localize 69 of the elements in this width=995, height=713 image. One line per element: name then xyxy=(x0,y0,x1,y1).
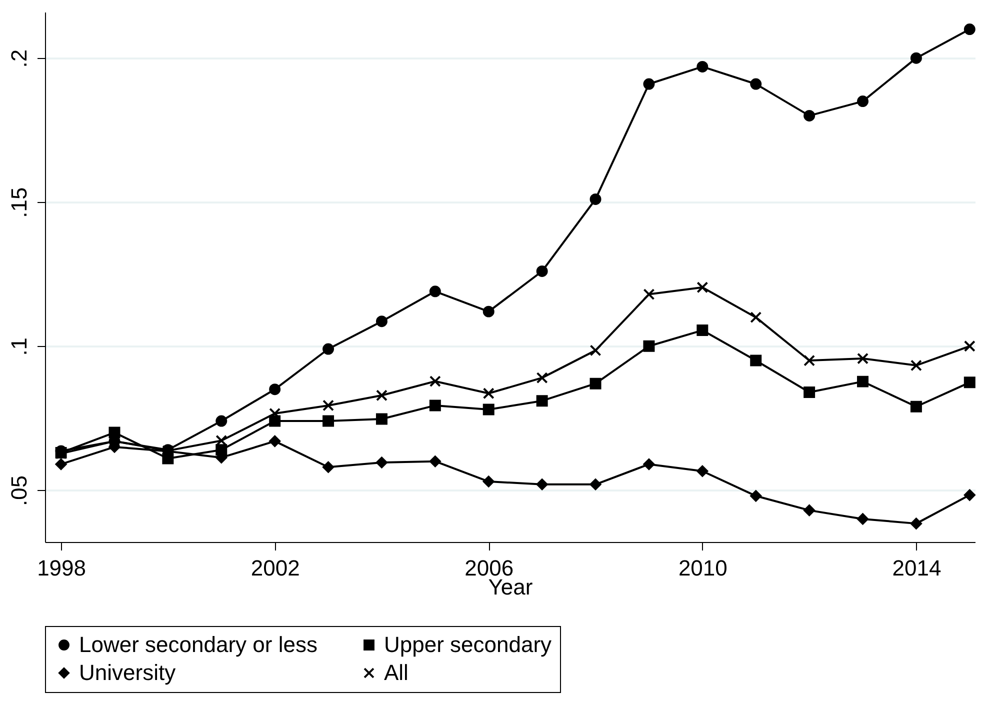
point xyxy=(964,376,976,388)
y-tick-label: .1 xyxy=(6,337,32,356)
legend-label: University xyxy=(79,660,176,685)
point xyxy=(910,518,922,530)
y-tick-label: .05 xyxy=(6,475,32,506)
point xyxy=(964,489,976,501)
point xyxy=(482,476,494,488)
legend-label: All xyxy=(384,660,408,685)
point xyxy=(429,400,441,412)
point xyxy=(536,478,548,490)
point xyxy=(590,193,602,205)
x-tick-label: 1998 xyxy=(37,556,86,580)
point xyxy=(55,458,67,470)
point xyxy=(910,52,922,64)
point xyxy=(269,384,281,396)
point xyxy=(696,324,708,336)
point xyxy=(590,344,602,356)
x-tick-label: 2002 xyxy=(250,556,300,580)
point xyxy=(322,415,334,427)
point xyxy=(322,461,334,473)
point xyxy=(536,395,548,407)
point xyxy=(482,388,494,400)
point xyxy=(910,400,922,412)
point xyxy=(750,354,762,366)
point xyxy=(322,343,334,355)
point xyxy=(536,266,548,277)
point xyxy=(857,376,869,388)
x-tick-label: 2010 xyxy=(678,556,728,580)
legend-label: Upper secondary xyxy=(384,632,552,657)
point xyxy=(910,360,922,372)
legend-label: Lower secondary or less xyxy=(79,632,318,657)
point xyxy=(643,288,655,300)
point xyxy=(750,312,762,324)
y-tick-label: .15 xyxy=(6,187,32,218)
point xyxy=(482,404,494,416)
point xyxy=(804,110,816,122)
point xyxy=(590,378,602,390)
point xyxy=(376,316,388,328)
point xyxy=(804,386,816,398)
point xyxy=(964,340,976,352)
point xyxy=(696,60,708,72)
point xyxy=(590,478,602,490)
point xyxy=(696,465,708,477)
point xyxy=(322,400,334,412)
point xyxy=(269,435,281,447)
point xyxy=(750,490,762,502)
point xyxy=(696,282,708,294)
point xyxy=(376,456,388,468)
point xyxy=(429,456,441,468)
point xyxy=(536,372,548,384)
x-tick-label: 2014 xyxy=(892,556,942,580)
point xyxy=(216,415,228,427)
point xyxy=(376,413,388,425)
point xyxy=(482,306,494,318)
point xyxy=(964,24,976,36)
point xyxy=(804,504,816,516)
point xyxy=(857,96,868,108)
point xyxy=(857,352,868,364)
point xyxy=(643,458,655,470)
point xyxy=(643,78,655,90)
y-tick-label: .2 xyxy=(6,49,32,68)
point xyxy=(643,340,655,352)
point xyxy=(804,354,816,366)
point xyxy=(429,286,441,298)
point xyxy=(376,390,388,402)
point xyxy=(429,376,441,388)
point xyxy=(750,78,762,90)
point xyxy=(108,426,120,438)
point xyxy=(857,513,868,525)
